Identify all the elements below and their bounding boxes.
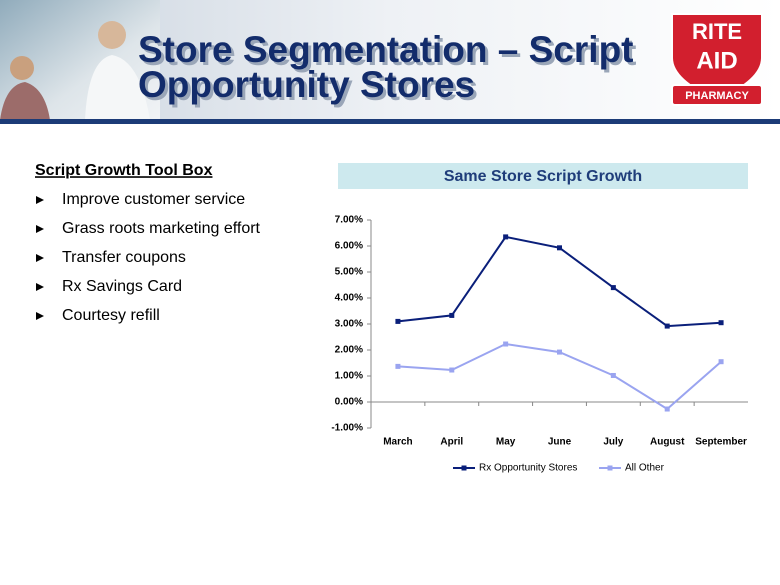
point	[610, 285, 616, 291]
point	[610, 372, 616, 378]
title-shadow: Opportunity Stores	[141, 67, 478, 108]
logo-text: AID	[696, 47, 737, 74]
toolbox-heading: Script Growth Tool Box	[35, 162, 213, 179]
toolbox-list: Improve customer service Grass roots mark…	[36, 191, 261, 324]
point	[718, 359, 724, 365]
toolbox-item: Rx Savings Card	[62, 278, 182, 295]
chart-title-box	[338, 163, 748, 189]
bullet	[36, 312, 44, 320]
x-tick-label: September	[695, 437, 747, 448]
point	[449, 367, 455, 373]
title-line: Store Segmentation – Script	[138, 29, 634, 70]
point	[718, 320, 724, 326]
legend-swatch	[461, 465, 467, 471]
toolbox-item: Improve customer service	[62, 191, 245, 208]
legend-label: Rx Opportunity Stores	[479, 463, 577, 474]
photo-figure	[0, 82, 50, 120]
legend-swatch	[607, 465, 613, 471]
header-rule	[0, 119, 780, 124]
y-tick-label: 3.00%	[335, 319, 363, 330]
chart: -1.00% 0.00% 1.00% 2.00% 3.00% 4.00% 5.00% 6.00…	[331, 215, 748, 474]
y-tick-label: 0.00%	[335, 397, 363, 408]
point	[449, 312, 455, 318]
photo-figure	[85, 55, 150, 120]
toolbox-item: Courtesy refill	[62, 307, 160, 324]
logo-text: PHARMACY	[685, 90, 749, 102]
point	[557, 245, 562, 251]
toolbox-item: Transfer coupons	[62, 249, 186, 266]
title-shadow: Store Segmentation – Script	[141, 32, 637, 73]
photo-figure	[10, 56, 34, 80]
bullet	[36, 196, 44, 204]
bullet	[36, 283, 44, 291]
x-tick-label: August	[650, 437, 685, 448]
point	[557, 349, 562, 355]
y-tick-label: 6.00%	[335, 241, 363, 252]
x-tick-label: April	[440, 437, 463, 448]
legend-label: All Other	[625, 463, 665, 474]
y-tick-label: 2.00%	[335, 345, 363, 356]
y-tick-label: -1.00%	[331, 423, 363, 434]
point	[503, 341, 509, 347]
toolbox-item: Grass roots marketing effort	[62, 220, 261, 237]
title-line: Opportunity Stores	[138, 64, 475, 105]
logo-text: RITE	[692, 19, 742, 44]
x-tick-label: May	[496, 437, 516, 448]
y-tick-label: 4.00%	[335, 293, 363, 304]
y-tick-label: 5.00%	[335, 267, 363, 278]
point	[664, 406, 670, 412]
bullet	[36, 225, 44, 233]
x-tick-label: July	[603, 437, 623, 448]
title: Store Segmentation – Script Opportunity …	[138, 29, 637, 108]
point	[664, 323, 670, 329]
x-tick-label: March	[383, 437, 412, 448]
chart-title: Same Store Script Growth	[444, 168, 642, 185]
point	[503, 234, 509, 240]
point	[395, 318, 401, 324]
logo-banner	[671, 84, 763, 106]
x-tick-label: June	[548, 437, 572, 448]
bullet	[36, 254, 44, 262]
y-tick-label: 1.00%	[335, 371, 363, 382]
photo-figure	[98, 21, 126, 49]
y-tick-label: 7.00%	[335, 215, 363, 226]
point	[395, 363, 401, 369]
